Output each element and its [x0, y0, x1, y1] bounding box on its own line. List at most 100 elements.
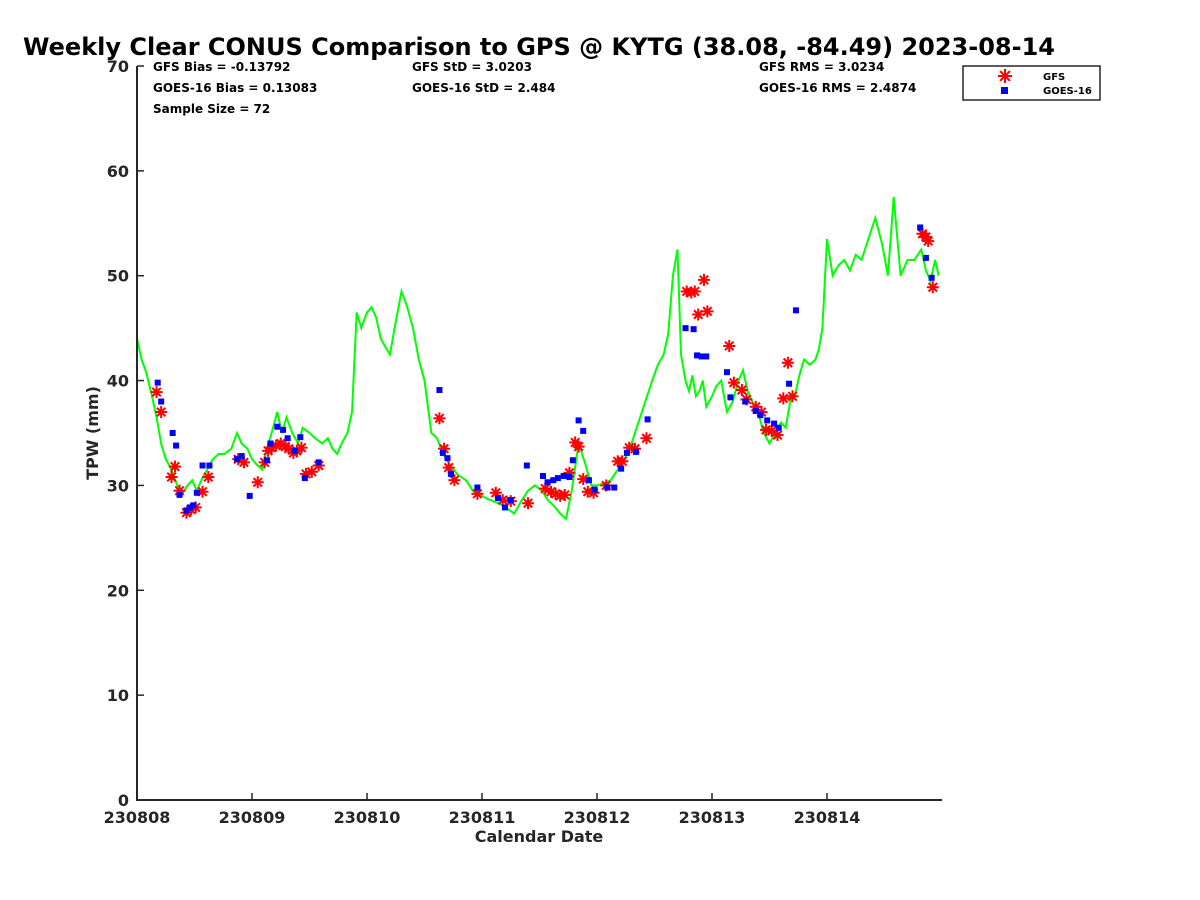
- goes-point: [284, 435, 291, 442]
- goes-point: [623, 449, 630, 456]
- x-tick-label: 230812: [564, 808, 631, 827]
- y-tick-label: 70: [107, 57, 129, 76]
- gfs-point: [692, 308, 705, 321]
- gfs-point: [771, 429, 784, 442]
- gfs-point: [155, 406, 168, 419]
- stat-goes-std: GOES-16 StD = 2.484: [412, 81, 555, 95]
- goes-point: [727, 394, 734, 401]
- goes-point: [775, 424, 782, 431]
- y-tick-label: 60: [107, 162, 129, 181]
- legend-gfs-marker: [998, 69, 1012, 83]
- goes-point: [315, 459, 322, 466]
- goes-point: [436, 387, 443, 394]
- goes-point: [206, 462, 213, 469]
- goes-point: [190, 502, 197, 509]
- gfs-point: [295, 441, 308, 454]
- x-tick-label: 230808: [104, 808, 171, 827]
- goes-point: [539, 472, 546, 479]
- y-tick-label: 20: [107, 581, 129, 600]
- legend-goes-label: GOES-16: [1043, 86, 1092, 97]
- goes-point: [154, 379, 161, 386]
- goes-point: [267, 440, 274, 447]
- goes-point: [238, 453, 245, 460]
- gfs-point: [640, 432, 653, 445]
- y-tick-label: 10: [107, 686, 129, 705]
- goes-point: [193, 489, 200, 496]
- goes-point: [618, 465, 625, 472]
- legend-box: [962, 65, 1101, 101]
- goes-point: [569, 457, 576, 464]
- legend-gfs-asterisk: [998, 69, 1012, 83]
- goes-point: [301, 475, 308, 482]
- goes-point: [274, 423, 281, 430]
- gfs-point: [150, 386, 163, 399]
- gfs-point: [786, 390, 799, 403]
- stat-gfs-rms: GFS RMS = 3.0234: [759, 60, 884, 74]
- gfs-point: [168, 460, 181, 473]
- goes-point: [550, 477, 557, 484]
- gfs-point: [919, 230, 932, 243]
- goes-point: [291, 447, 298, 454]
- goes-point: [644, 416, 651, 423]
- goes-point: [633, 448, 640, 455]
- y-axis-ticks: 0 10 20 30 40 50 60 70: [107, 57, 144, 810]
- goes-point: [585, 477, 592, 484]
- stat-gfs-std: GFS StD = 3.0203: [412, 60, 532, 74]
- goes-point: [703, 353, 710, 360]
- goes-point: [560, 472, 567, 479]
- gfs-point: [765, 424, 778, 437]
- goes-point: [447, 470, 454, 477]
- goes-point: [690, 326, 697, 333]
- legend: GFS GOES-16: [962, 65, 1101, 101]
- goes-point: [502, 504, 508, 511]
- gfs-point: [727, 376, 740, 389]
- y-axis-label: TPW (mm): [83, 386, 102, 480]
- goes-point: [682, 325, 689, 332]
- gfs-point: [922, 235, 935, 248]
- x-tick-label: 230811: [449, 808, 516, 827]
- goes-point: [698, 353, 705, 360]
- gfs-point: [688, 285, 701, 298]
- gfs-point: [165, 471, 178, 484]
- goes-point: [752, 407, 759, 414]
- goes-point: [917, 224, 924, 231]
- gfs-point: [926, 281, 939, 294]
- goes-point: [158, 398, 165, 405]
- goes-point: [611, 484, 618, 491]
- goes-point: [764, 417, 771, 424]
- stat-sample-size: Sample Size = 72: [153, 102, 270, 116]
- gfs-point: [697, 273, 710, 286]
- goes-point: [173, 442, 180, 449]
- goes-point: [742, 398, 749, 405]
- goes-point: [169, 430, 176, 436]
- goes-point: [554, 475, 561, 482]
- gfs-point: [558, 488, 571, 501]
- goes-point: [297, 434, 304, 441]
- stat-gfs-bias: GFS Bias = -0.13792: [153, 60, 290, 74]
- goes-point: [199, 462, 206, 469]
- goes-point: [544, 479, 551, 486]
- goes-point: [474, 484, 481, 491]
- goes-point: [444, 455, 451, 462]
- gfs-point: [442, 461, 455, 474]
- x-tick-label: 230813: [679, 808, 746, 827]
- goes-point: [723, 369, 730, 376]
- goes-point: [604, 484, 611, 491]
- goes-point: [575, 417, 582, 424]
- goes-point: [183, 507, 190, 514]
- goes-point: [523, 462, 530, 469]
- goes-point: [566, 474, 573, 481]
- gfs-point: [572, 440, 585, 453]
- gfs-point: [471, 487, 484, 500]
- x-tick-label: 230810: [334, 808, 401, 827]
- gfs-point: [448, 474, 461, 487]
- goes-point: [234, 456, 241, 463]
- goes-point: [246, 492, 253, 499]
- y-tick-label: 40: [107, 372, 129, 391]
- stat-goes-rms: GOES-16 RMS = 2.4874: [759, 81, 916, 95]
- gfs-point: [202, 471, 215, 484]
- gfs-point: [723, 339, 736, 352]
- goes-point: [495, 495, 502, 502]
- goes-point: [786, 380, 793, 387]
- legend-goes-marker: [1001, 87, 1008, 94]
